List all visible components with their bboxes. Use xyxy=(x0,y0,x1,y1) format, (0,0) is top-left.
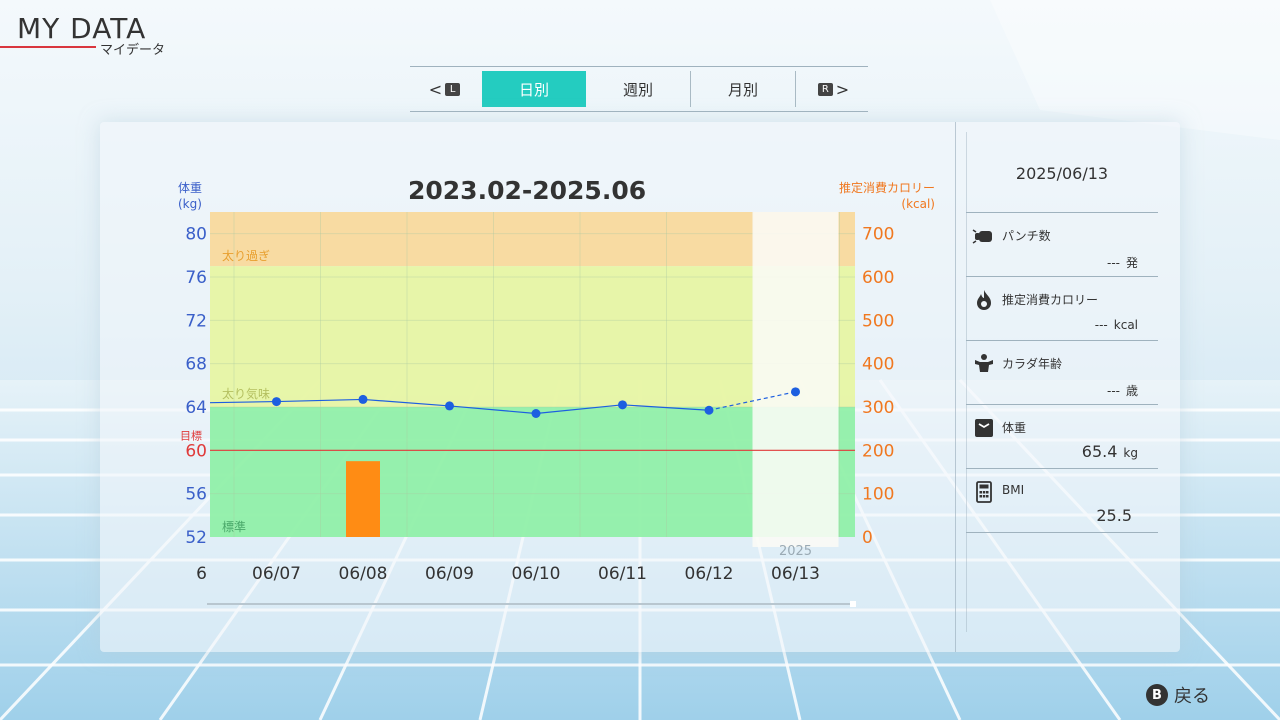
band-label: 太り気味 xyxy=(222,386,270,401)
stat-divider xyxy=(966,340,1158,341)
stat-value: --- kcal xyxy=(1094,318,1138,332)
y-left-tick: 76 xyxy=(185,268,207,288)
x-tick: 06/08 xyxy=(339,564,388,584)
weight-point xyxy=(704,405,714,415)
y-right-tick: 600 xyxy=(862,268,894,288)
stat-divider xyxy=(966,532,1158,533)
band-label: 太り過ぎ xyxy=(222,248,270,263)
prev-tab-button[interactable]: < L xyxy=(410,71,482,107)
weight-point xyxy=(791,387,800,397)
y-left-title-line1: 体重 xyxy=(178,181,203,195)
stat-value: 25.5 xyxy=(1096,506,1132,525)
x-tick: 06/10 xyxy=(512,564,561,584)
punch-icon xyxy=(972,229,992,244)
tab-monthly[interactable]: 月別 xyxy=(727,80,758,99)
back-label: 戻る xyxy=(1174,686,1210,707)
side-divider xyxy=(966,132,967,632)
y-left-tick: 60 xyxy=(185,441,207,461)
y-left-tick: 56 xyxy=(185,485,207,505)
selected-date: 2025/06/13 xyxy=(1015,164,1109,183)
muscle-icon xyxy=(975,354,993,372)
stat-divider xyxy=(966,212,1158,213)
stat-divider xyxy=(966,468,1158,469)
weight-point xyxy=(272,397,281,407)
y-left-tick: 68 xyxy=(185,355,207,375)
stat-label: パンチ数 xyxy=(1002,229,1051,243)
y-left-tick: 80 xyxy=(185,225,207,245)
x-tick: 06/11 xyxy=(598,564,647,584)
b-button-icon: B xyxy=(1146,684,1168,706)
x-tick: 06/13 xyxy=(771,564,820,584)
scrollbar-thumb xyxy=(850,601,856,607)
stat-value: --- 歳 xyxy=(1106,384,1138,398)
page-title: MY DATA xyxy=(17,12,147,45)
band-label: 標準 xyxy=(222,519,246,534)
band-太り過ぎ xyxy=(210,212,855,267)
r-key-icon: R xyxy=(817,82,833,96)
stat-label: カラダ年齢 xyxy=(1002,357,1063,371)
y-right-tick: 300 xyxy=(862,398,894,418)
stat-label: 推定消費カロリー xyxy=(1002,293,1099,307)
x-tick: 06/07 xyxy=(252,564,301,584)
y-right-axis-title: 推定消費カロリー (kcal) xyxy=(825,180,935,212)
stat-value: 65.4 kg xyxy=(1081,442,1138,461)
calculator-icon xyxy=(976,481,992,503)
flame-icon xyxy=(977,290,991,310)
y-right-tick: 400 xyxy=(862,355,894,375)
tab-weekly[interactable]: 週別 xyxy=(622,80,653,99)
x-tick: 06/12 xyxy=(685,564,734,584)
chevron-left-icon: < xyxy=(428,79,443,99)
y-right-tick: 0 xyxy=(862,528,873,548)
y-right-tick: 200 xyxy=(862,441,894,461)
y-right-tick: 500 xyxy=(862,311,894,331)
back-button[interactable]: B 戻る xyxy=(1146,682,1210,708)
target-label: 目標 xyxy=(180,428,202,442)
y-left-tick: 64 xyxy=(185,398,207,418)
x-tick: 06/09 xyxy=(425,564,474,584)
y-right-tick: 100 xyxy=(862,485,894,505)
y-left-axis-title: 体重 (kg) xyxy=(178,180,202,212)
y-left-title-line2: (kg) xyxy=(178,197,202,211)
band-標準 xyxy=(210,407,855,537)
tab-divider xyxy=(795,71,796,107)
year-label: 2025 xyxy=(779,544,812,559)
stat-label: BMI xyxy=(1002,483,1025,497)
weight-point xyxy=(618,400,627,410)
band-太り気味 xyxy=(210,266,855,407)
y-left-tick: 72 xyxy=(185,311,207,331)
tab-daily[interactable]: 日別 xyxy=(482,71,586,107)
weight-point xyxy=(531,409,541,418)
l-key-icon: L xyxy=(445,82,461,96)
scale-icon xyxy=(975,419,993,437)
x-tick: 6 xyxy=(196,564,207,584)
stat-divider xyxy=(966,404,1158,405)
y-right-title-line2: (kcal) xyxy=(901,197,935,211)
stat-value: --- 発 xyxy=(1106,256,1138,270)
weight-line-dashed xyxy=(708,391,796,411)
chart-title: 2023.02-2025.06 xyxy=(408,176,647,205)
calorie-bar xyxy=(346,461,380,537)
weight-point xyxy=(445,401,454,411)
tab-divider xyxy=(690,71,691,107)
next-tab-button[interactable]: R > xyxy=(796,71,868,107)
selected-day-highlight xyxy=(752,212,839,547)
panel-divider xyxy=(955,122,956,652)
weight-point xyxy=(358,394,368,404)
period-tabs: < L 日別 週別 月別 R > xyxy=(410,66,868,112)
y-right-title-line1: 推定消費カロリー xyxy=(838,181,935,195)
title-underline xyxy=(0,46,96,48)
chevron-right-icon: > xyxy=(835,79,850,99)
y-left-tick: 52 xyxy=(185,528,207,548)
stat-label: 体重 xyxy=(1002,421,1027,435)
stat-divider xyxy=(966,276,1158,277)
y-right-tick: 700 xyxy=(862,225,894,245)
page-subtitle: マイデータ xyxy=(100,43,166,58)
